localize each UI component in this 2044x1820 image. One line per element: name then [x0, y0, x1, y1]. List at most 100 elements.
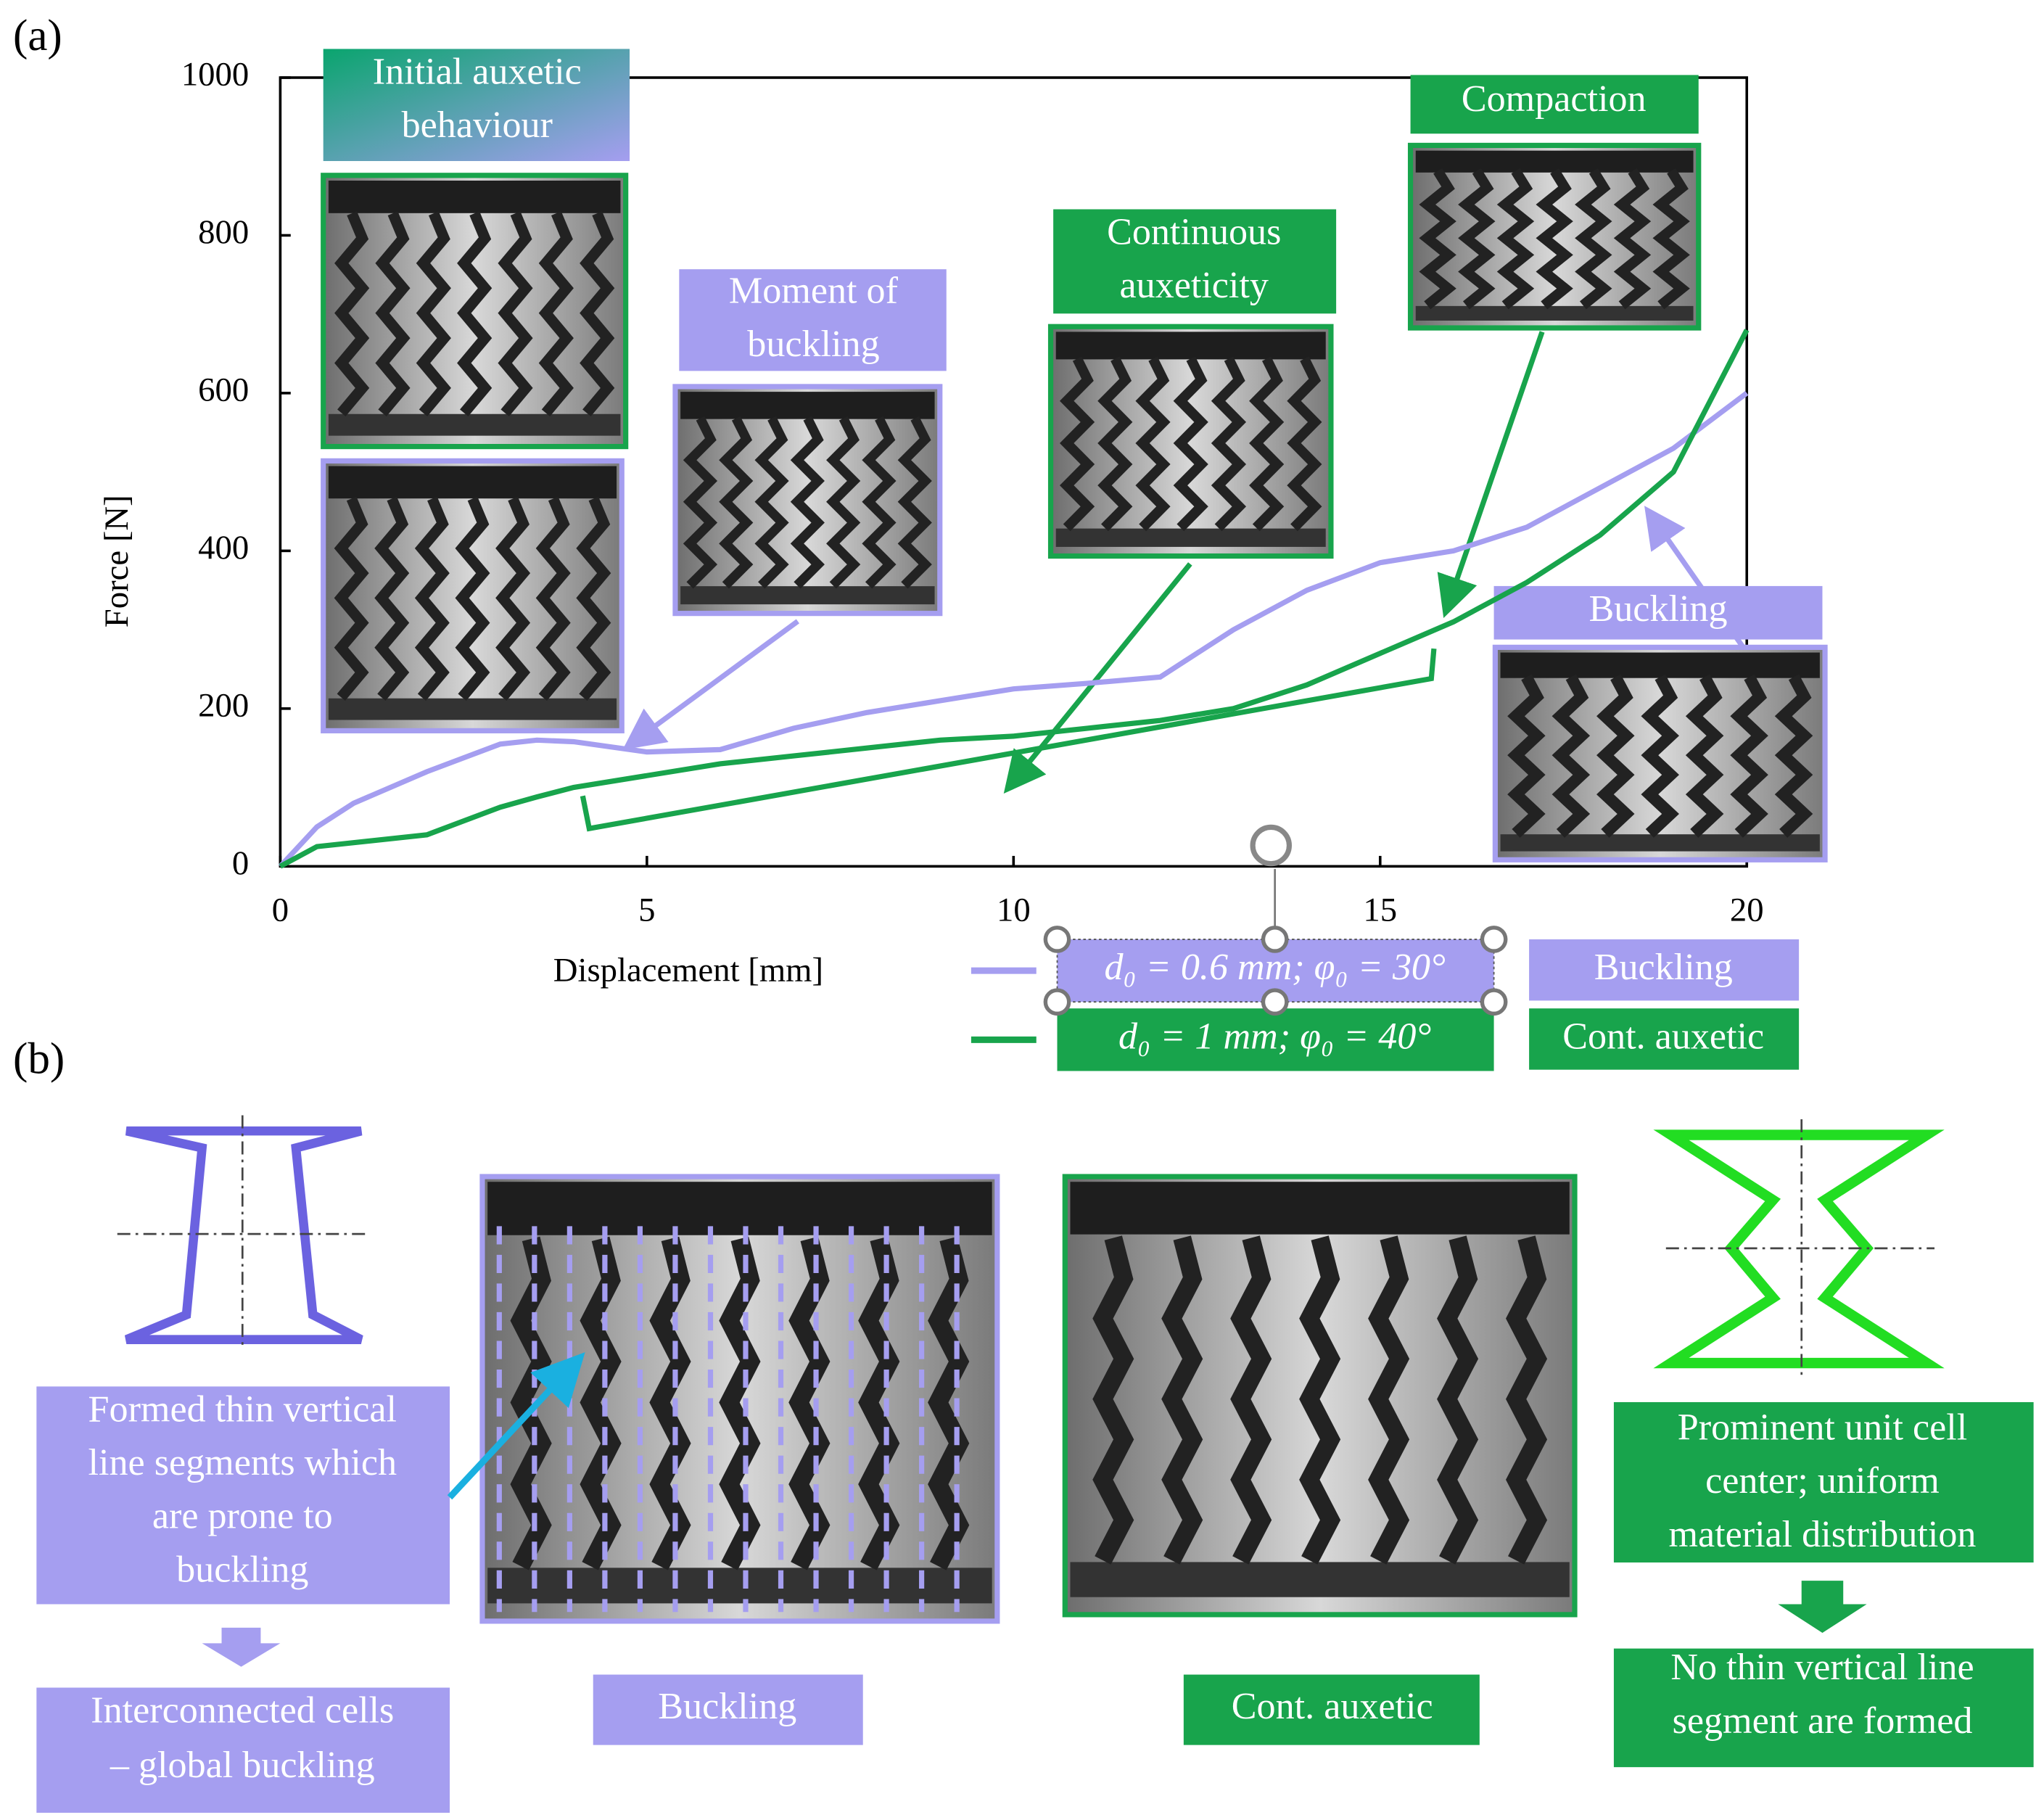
label-box: [593, 1674, 863, 1745]
label-box: [36, 1687, 450, 1813]
photo-base: [1500, 834, 1820, 852]
label-text: line segments which: [88, 1442, 397, 1483]
photo-strut: [683, 416, 718, 589]
photo-strut: [538, 211, 574, 417]
panel-label: (a): [13, 12, 62, 60]
photo-strut: [862, 416, 897, 589]
y-tick-label: 800: [198, 213, 249, 251]
label-box: [1053, 209, 1337, 314]
photo-strut: [1135, 356, 1171, 532]
label-text: material distribution: [1668, 1514, 1976, 1555]
photo-strut: [1299, 1235, 1341, 1565]
photo-strut: [897, 416, 932, 589]
photo-base: [1415, 305, 1694, 321]
photo-strut: [498, 211, 533, 417]
y-tick-label: 400: [198, 529, 249, 567]
label-box: [1183, 1674, 1480, 1745]
photo-plate: [680, 392, 935, 419]
photo-strut: [576, 496, 611, 701]
photo-strut: [1506, 1235, 1548, 1565]
photo-strut: [535, 496, 571, 701]
rotate-handle: [1250, 824, 1293, 867]
photo-strut: [495, 496, 531, 701]
photo-strut: [1730, 674, 1768, 838]
photo-plate: [1070, 1182, 1570, 1235]
photo-strut: [1551, 674, 1591, 838]
photo-strut: [826, 416, 861, 589]
label-text: buckling: [176, 1549, 308, 1590]
photo-strut: [1249, 356, 1285, 532]
photo-strut: [1211, 356, 1247, 532]
photo-strut: [1652, 168, 1690, 310]
label-box: [36, 1386, 450, 1605]
legend-tag: Buckling: [1594, 947, 1733, 988]
label-text: behaviour: [402, 104, 553, 146]
panel-label: (b): [13, 1035, 65, 1084]
x-axis-label: Displacement [mm]: [553, 951, 823, 989]
x-tick-label: 10: [997, 892, 1031, 929]
label-text: Prominent unit cell: [1678, 1407, 1967, 1448]
photo-plate: [328, 466, 617, 499]
selection-handle: [1043, 926, 1071, 953]
label-box: [679, 269, 947, 371]
photo-strut: [1507, 674, 1546, 838]
legend-tag-box: [1529, 939, 1800, 1001]
label-text: – global buckling: [110, 1745, 375, 1786]
photo-strut: [414, 496, 450, 701]
photo-strut: [334, 211, 370, 417]
label-box: [1493, 585, 1823, 640]
label-box: [1613, 1401, 2034, 1562]
photo-base: [328, 698, 617, 720]
y-tick-label: 600: [198, 371, 249, 409]
photo-strut: [1368, 1235, 1410, 1565]
label-text: are prone to: [152, 1496, 333, 1537]
label-box: [1613, 1648, 2034, 1768]
photo-strut: [457, 211, 493, 417]
photo-strut: [1287, 356, 1322, 532]
photo-strut: [1419, 168, 1456, 310]
label-text: center; uniform: [1705, 1460, 1940, 1502]
label-text: Interconnected cells: [91, 1689, 394, 1731]
legend-text: d₀ = 1 mm; φ₀ = 40°: [1118, 1016, 1431, 1057]
label-text: buckling: [747, 324, 879, 365]
selection-handle: [1261, 926, 1289, 953]
legend-box: [1057, 1008, 1494, 1071]
series-line: [278, 391, 1749, 868]
photo-plate: [1055, 332, 1326, 360]
label-text: Initial auxetic: [373, 51, 582, 92]
selection-handle: [1480, 988, 1508, 1016]
y-tick-label: 200: [198, 687, 249, 725]
photo-strut: [1641, 674, 1679, 838]
label-text: Moment of: [729, 270, 899, 311]
legend-text: d₀ = 0.6 mm; φ₀ = 30°: [1104, 947, 1445, 988]
photo-strut: [1097, 356, 1133, 532]
y-tick-label: 1000: [181, 56, 249, 94]
label-text: Cont. auxetic: [1232, 1686, 1433, 1727]
photo-plate: [487, 1182, 992, 1235]
photo-strut: [1613, 168, 1652, 310]
photo-strut: [1161, 1235, 1203, 1565]
unit-cell-auxetic: [1653, 1129, 1945, 1369]
photo-strut: [580, 211, 615, 417]
x-tick-label: 20: [1730, 892, 1764, 929]
photo-base: [487, 1568, 992, 1604]
label-box: [323, 49, 630, 162]
photo-strut: [1496, 168, 1535, 310]
photo-strut: [1092, 1235, 1134, 1565]
photo-strut: [1685, 674, 1724, 838]
series-line: [279, 329, 1750, 869]
photo-strut: [374, 496, 410, 701]
y-axis-label: Force [N]: [98, 495, 136, 627]
label-text: Continuous: [1107, 211, 1281, 252]
photo-strut: [858, 1236, 900, 1570]
x-tick-label: 0: [272, 892, 289, 929]
photo-strut: [719, 416, 754, 589]
photo-base: [680, 586, 935, 605]
selection-handle: [1261, 988, 1289, 1016]
unit-cell-buckling: [124, 1126, 363, 1344]
photo-plate: [1500, 652, 1820, 678]
photo-strut: [928, 1236, 970, 1570]
unit-cell-axes: [117, 1115, 366, 1351]
